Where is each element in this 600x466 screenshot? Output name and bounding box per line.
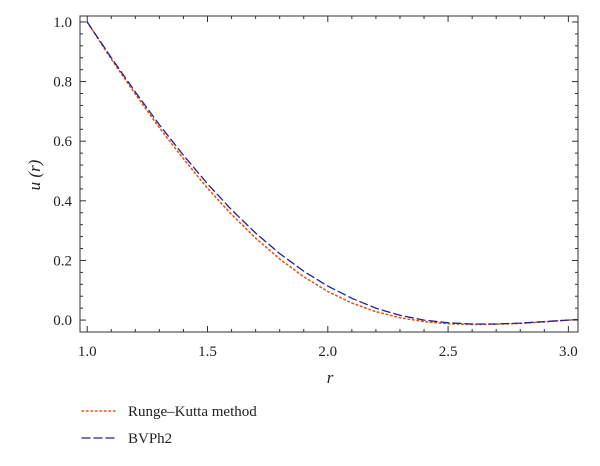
y-axis-title: u (r) xyxy=(25,159,44,190)
x-axis-title: r xyxy=(327,368,334,387)
plot-frame xyxy=(79,15,579,333)
plot-area xyxy=(79,15,579,333)
legend: Runge–Kutta method BVPh2 xyxy=(81,404,257,447)
y-tick-label: 1.0 xyxy=(53,15,72,31)
legend-label-runge-kutta: Runge–Kutta method xyxy=(128,404,257,420)
series-lines xyxy=(86,21,579,326)
tick-labels: 1.0 1.5 2.0 2.5 3.0 0.0 0.2 0.4 0.6 0.8 1.0 xyxy=(53,15,578,360)
x-tick-label: 3.0 xyxy=(559,344,578,360)
y-tick-label: 0.2 xyxy=(53,253,72,269)
axis-ticks xyxy=(80,16,578,332)
legend-label-bvph2: BVPh2 xyxy=(128,431,172,447)
y-tick-label: 0.8 xyxy=(53,75,72,91)
y-tick-label: 0.4 xyxy=(53,194,72,210)
x-tick-label: 1.0 xyxy=(78,344,97,360)
series-line-runge-kutta xyxy=(86,21,579,326)
series-line-bvph2 xyxy=(86,21,579,325)
x-tick-label: 2.0 xyxy=(318,344,337,360)
x-tick-label: 2.5 xyxy=(439,344,458,360)
y-tick-label: 0.6 xyxy=(53,134,72,150)
y-tick-label: 0.0 xyxy=(53,313,72,329)
x-tick-label: 1.5 xyxy=(198,344,217,360)
